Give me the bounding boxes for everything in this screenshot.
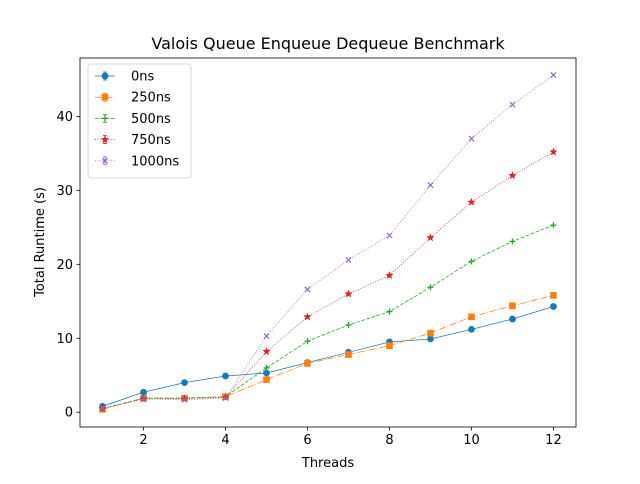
data-point-250ns-9 (427, 329, 434, 337)
data-point-1000ns-9 (427, 182, 434, 189)
x-tick-label: 2 (139, 433, 147, 448)
data-point-1000ns-1 (99, 405, 106, 412)
data-point-250ns-8 (386, 342, 393, 349)
series-line-250ns (102, 295, 554, 410)
series-line-500ns (102, 224, 554, 409)
legend: 0ns 250ns 500ns 750ns 1000ns (87, 63, 192, 179)
data-point-750ns-5 (262, 347, 271, 356)
data-point-1000ns-2 (140, 395, 147, 402)
data-point-1000ns-3 (181, 396, 188, 403)
legend-entry-750ns: 750ns (95, 133, 171, 148)
data-point-500ns-11 (509, 238, 516, 245)
data-point-500ns-9 (427, 284, 434, 291)
data-point-750ns-12 (549, 147, 558, 156)
data-point-0ns-11 (509, 315, 516, 323)
data-point-1000ns-12 (550, 71, 557, 79)
data-point-250ns-5 (263, 376, 270, 383)
series-500ns (99, 222, 557, 412)
data-point-500ns-5 (263, 364, 270, 371)
data-point-0ns-9 (427, 335, 434, 343)
y-tick-label: 0 (65, 406, 73, 421)
legend-marker-500ns (102, 115, 108, 122)
series-250ns (99, 292, 557, 413)
data-point-1000ns-8 (386, 232, 393, 239)
data-point-0ns-10 (468, 325, 475, 333)
data-point-750ns-8 (385, 270, 394, 280)
series-line-0ns (102, 306, 554, 407)
data-point-250ns-10 (468, 313, 475, 321)
legend-label-750ns: 750ns (131, 133, 171, 148)
data-point-0ns-12 (550, 303, 557, 310)
axes-frame (79, 57, 577, 428)
data-point-750ns-11 (508, 171, 517, 180)
x-tick-label: 4 (221, 433, 229, 448)
legend-label-500ns: 500ns (131, 112, 171, 127)
y-axis-label: Total Runtime (s) (33, 187, 48, 298)
legend-marker-750ns (100, 135, 110, 144)
data-point-1000ns-4 (222, 395, 229, 402)
data-point-0ns-4 (222, 372, 229, 380)
series-750ns (98, 147, 558, 413)
y-tick-label: 10 (56, 332, 73, 347)
data-point-500ns-6 (304, 338, 311, 345)
x-axis-label: Threads (301, 456, 354, 471)
y-tick-label: 30 (56, 184, 73, 199)
legend-label-1000ns: 1000ns (131, 154, 179, 169)
legend-marker-1000ns (101, 157, 109, 164)
data-point-0ns-2 (140, 388, 147, 396)
legend-entry-250ns: 250ns (95, 91, 171, 106)
data-point-500ns-10 (468, 258, 475, 265)
data-point-500ns-7 (345, 321, 352, 328)
data-point-0ns-5 (263, 369, 270, 377)
data-point-1000ns-10 (468, 135, 475, 142)
data-point-750ns-9 (426, 233, 435, 242)
legend-entry-500ns: 500ns (95, 112, 171, 127)
data-point-250ns-7 (345, 351, 352, 358)
series-line-750ns (102, 151, 554, 409)
x-tick-label: 10 (463, 433, 480, 448)
x-tick-label: 12 (545, 433, 562, 448)
x-tick-label: 8 (385, 433, 393, 448)
chart-title: Valois Queue Enqueue Dequeue Benchmark (151, 34, 505, 53)
data-point-1000ns-11 (509, 101, 516, 108)
legend-entry-0ns: 0ns (95, 70, 155, 85)
series-1000ns (99, 71, 557, 412)
data-point-500ns-8 (386, 308, 393, 315)
legend-entry-1000ns: 1000ns (95, 154, 179, 169)
data-point-250ns-11 (509, 302, 516, 310)
data-point-1000ns-5 (263, 333, 270, 340)
legend-marker-250ns (101, 93, 109, 101)
legend-marker-0ns (101, 72, 109, 80)
plot-area: 2 4 6 8 10 12 0 10 20 30 40 (56, 57, 577, 448)
data-point-0ns-3 (181, 379, 188, 387)
y-tick-label: 20 (56, 258, 73, 273)
data-point-500ns-12 (550, 222, 557, 229)
data-point-250ns-6 (304, 360, 311, 367)
y-tick-label: 40 (56, 110, 73, 125)
data-point-250ns-12 (550, 292, 557, 299)
legend-label-250ns: 250ns (131, 91, 171, 106)
data-point-750ns-10 (467, 197, 476, 206)
data-point-1000ns-6 (304, 286, 311, 293)
series-0ns (99, 303, 557, 410)
legend-box (87, 63, 192, 179)
data-point-1000ns-7 (345, 256, 352, 263)
data-point-750ns-6 (303, 312, 312, 321)
legend-label-0ns: 0ns (131, 70, 155, 85)
data-point-750ns-7 (344, 289, 353, 298)
x-tick-label: 6 (303, 433, 311, 448)
